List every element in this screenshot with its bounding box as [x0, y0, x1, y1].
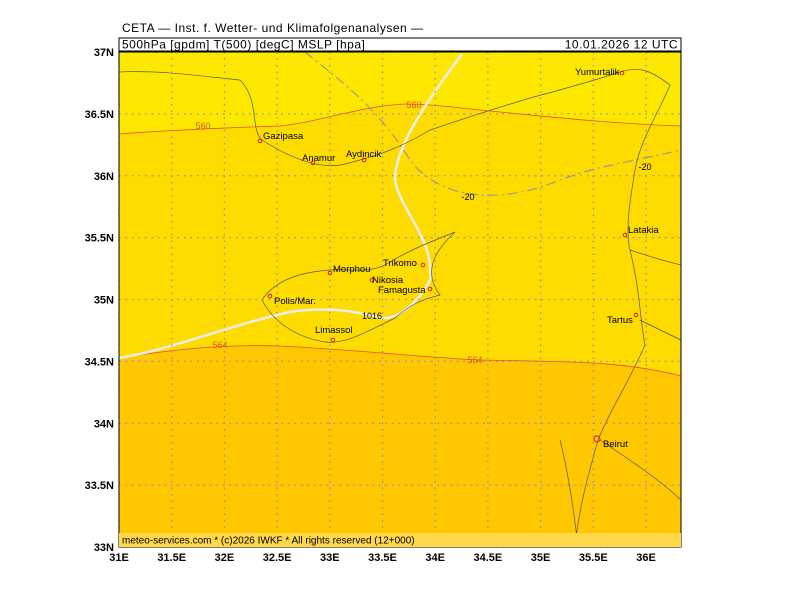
- city-label: Beirut: [603, 439, 628, 450]
- city-marker: [633, 312, 639, 318]
- grid: 31E 31.5E 32E 32.5E 33E 33.5E 34E 34.5E 35E 35.5E…: [85, 47, 681, 564]
- lat-tick-label: 34N: [94, 418, 114, 430]
- city-marker: [622, 232, 628, 238]
- band-mid: [119, 104, 681, 376]
- contour-label: 1016: [362, 311, 382, 321]
- lon-tick-label: 35E: [531, 552, 551, 564]
- city-marker: [369, 277, 375, 283]
- contour-564: [118, 345, 682, 377]
- lon-tick-label: 31.5E: [157, 552, 186, 564]
- city-label: Yumurtalik: [575, 67, 620, 78]
- lat-tick-label: 37N: [94, 47, 114, 59]
- header-datetime: 10.01.2026 12 UTC: [565, 38, 678, 52]
- contour-560: [118, 103, 682, 135]
- lat-tick-label: 35N: [94, 295, 114, 307]
- contour-label: -20: [638, 162, 651, 172]
- city-marker: [310, 160, 316, 166]
- contour-label: 560: [195, 121, 210, 131]
- city-marker: [330, 337, 336, 343]
- lat-tick-label: 36N: [94, 171, 114, 183]
- lon-tick-label: 34.5E: [474, 552, 503, 564]
- city-marker: [420, 262, 426, 268]
- city-marker: [361, 157, 367, 163]
- lon-tick-label: 34E: [425, 552, 445, 564]
- header-box: [118, 37, 682, 52]
- contour-label: 564: [467, 355, 482, 365]
- city-marker: [267, 293, 273, 299]
- lat-tick-label: 33.5N: [85, 480, 114, 492]
- lon-tick-label: 35.5E: [579, 552, 608, 564]
- city-label: Famagusta: [378, 285, 426, 296]
- lon-tick-label: 36E: [636, 552, 656, 564]
- lon-tick-label: 32.5E: [263, 552, 292, 564]
- lat-tick-label: 36.5N: [85, 109, 114, 121]
- city-marker: [593, 435, 601, 443]
- city-label: Anamur: [302, 153, 335, 164]
- header-title: CETA — Inst. f. Wetter- und Klimafolgena…: [122, 21, 424, 35]
- city-marker: [619, 70, 625, 76]
- city-label: Nikosia: [372, 275, 404, 286]
- city-label: Gazipasa: [263, 131, 304, 142]
- city-label: Tartus: [607, 315, 633, 326]
- labels: Yumurtalik Gazipasa Anamur Aydincik Latakia T…: [195, 67, 659, 450]
- city-marker: [257, 138, 263, 144]
- footer: meteo-services.com * (c)2026 IWKF * All …: [122, 536, 415, 547]
- lon-tick-label: 33E: [320, 552, 340, 564]
- lat-tick-label: 33N: [94, 542, 114, 554]
- city-label: Limassol: [315, 325, 353, 336]
- isotherm: [304, 51, 682, 196]
- header-field: 500hPa [gpdm] T(500) [degC] MSLP [hpa]: [122, 38, 365, 52]
- contour-label: -20: [461, 192, 474, 202]
- lon-tick-label: 33.5E: [368, 552, 397, 564]
- city-label: Morphou: [333, 264, 371, 275]
- contour-label: 560: [406, 100, 421, 110]
- city-label: Trikomo: [383, 258, 417, 269]
- city-marker: [427, 286, 433, 292]
- footer-band: [119, 533, 681, 547]
- lon-tick-label: 32E: [215, 552, 235, 564]
- lat-tick-label: 34.5N: [85, 356, 114, 368]
- city-label: Latakia: [628, 225, 659, 236]
- city-label: Polis/Mar.: [274, 296, 316, 307]
- contour-label: 564: [212, 340, 227, 350]
- lat-tick-label: 35.5N: [85, 233, 114, 245]
- city-label: Aydincik: [346, 149, 381, 160]
- lon-tick-label: 31E: [109, 552, 129, 564]
- city-marker: [327, 270, 333, 276]
